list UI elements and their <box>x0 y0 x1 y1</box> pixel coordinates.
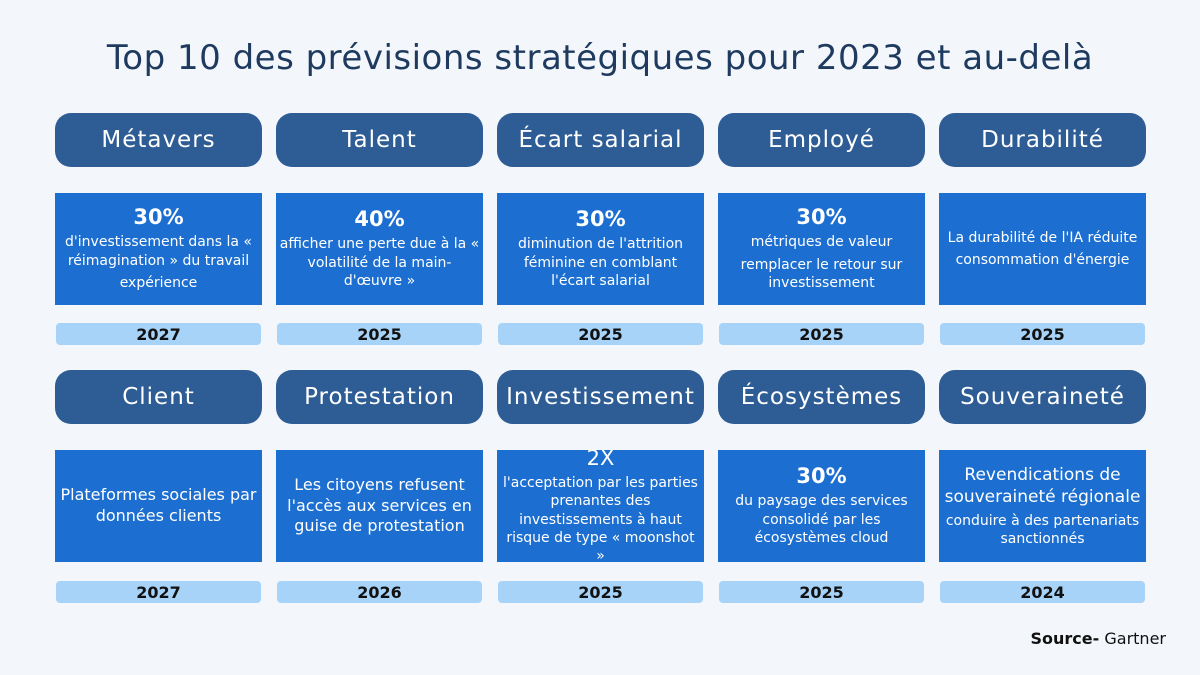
card-stat: 40% <box>354 207 405 232</box>
title: Top 10 des prévisions stratégiques pour … <box>106 38 1094 78</box>
card-text: remplacer le retour sur investissement <box>740 256 903 291</box>
card-year: 2027 <box>56 323 261 345</box>
card-stat: 30% <box>575 207 626 232</box>
card-year: 2025 <box>498 581 703 603</box>
card-text: l'acceptation par les parties prenantes … <box>503 475 698 562</box>
card-label: Durabilité <box>939 113 1146 167</box>
card-year: 2025 <box>277 323 482 345</box>
card-label: Employé <box>718 113 925 167</box>
card-year: 2024 <box>940 581 1145 603</box>
card-body: 30% du paysage des services consolidé par… <box>718 450 925 562</box>
card-label: Investissement <box>497 370 704 424</box>
card-body: 30% métriques de valeur remplacer le retou… <box>718 193 925 305</box>
card-label: Protestation <box>276 370 483 424</box>
card-text: La durabilité de l'IA réduite <box>947 229 1138 246</box>
card-year: 2026 <box>277 581 482 603</box>
card-body: La durabilité de l'IA réduite consommatio… <box>939 193 1146 305</box>
card-text: d'investissement dans la « réimagination… <box>65 234 252 269</box>
card-label: Talent <box>276 113 483 167</box>
card-stat: 30% <box>796 464 847 489</box>
card-text: diminution de l'attrition féminine en co… <box>517 236 684 289</box>
card-body: 30% d'investissement dans la « réimaginat… <box>55 193 262 305</box>
card-label: Métavers <box>55 113 262 167</box>
card-text: conduire à des partenariats sanctionnés <box>945 512 1140 548</box>
card-body: 30% diminution de l'attrition féminine en… <box>497 193 704 305</box>
card-label: Souveraineté <box>939 370 1146 424</box>
card-label: Client <box>55 370 262 424</box>
card-year: 2025 <box>719 323 924 345</box>
card-body: 2X l'acceptation par les parties prenante… <box>497 450 704 562</box>
card-text: Les citoyens refusent l'accès aux servic… <box>287 474 472 536</box>
card-year: 2025 <box>719 581 924 603</box>
card-year: 2027 <box>56 581 261 603</box>
card-body: Revendications de souveraineté régionale… <box>939 450 1146 562</box>
card-text: consommation d'énergie <box>955 252 1130 268</box>
card-body: Plateformes sociales par données clients <box>55 450 262 562</box>
card-year: 2025 <box>940 323 1145 345</box>
card-label: Écart salarial <box>497 113 704 167</box>
source-label: Source- <box>1030 629 1100 648</box>
card-label: Écosystèmes <box>718 370 925 424</box>
card-text: du paysage des services consolidé par le… <box>735 493 908 546</box>
card-text: Plateformes sociales par données clients <box>60 485 257 525</box>
card-text: expérience <box>119 274 198 291</box>
card-text: métriques de valeur <box>750 234 893 251</box>
card-year: 2025 <box>498 323 703 345</box>
card-text: afficher une perte due à la « volatilité… <box>279 236 480 289</box>
source: Source- Gartner <box>1031 629 1167 648</box>
card-text: Revendications de souveraineté régionale <box>944 464 1141 507</box>
card-stat: 2X <box>586 450 615 470</box>
card-stat: 30% <box>796 205 847 230</box>
card-body: 40% afficher une perte due à la « volatil… <box>276 193 483 305</box>
source-name: Gartner <box>1104 629 1166 648</box>
card-body: Les citoyens refusent l'accès aux servic… <box>276 450 483 562</box>
card-stat: 30% <box>133 205 184 230</box>
